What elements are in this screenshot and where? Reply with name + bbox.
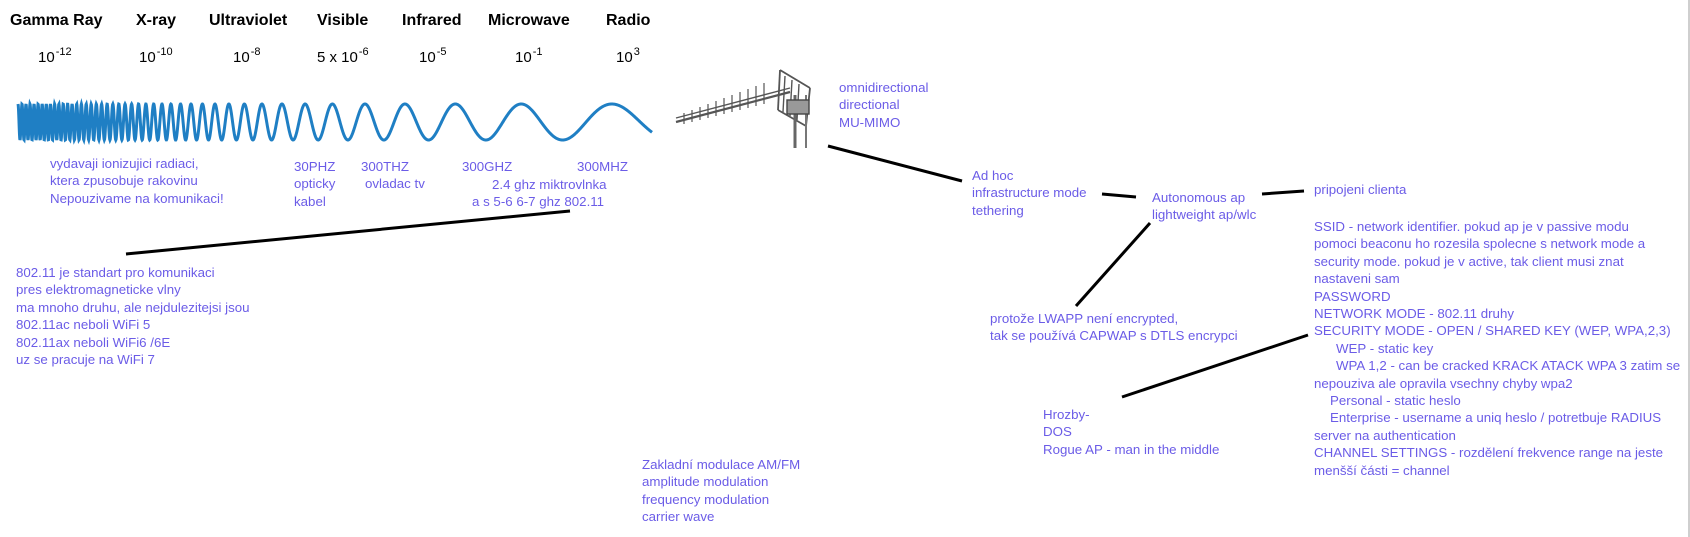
note-optical: 30PHZ opticky kabel: [294, 159, 336, 209]
note-antenna-types: omnidirectional directional MU-MIMO: [839, 80, 929, 130]
wavelength-infrared: 10-5: [419, 46, 447, 66]
band-x-ray: X-ray: [136, 12, 177, 29]
line-mhz-to-standard: [125, 209, 571, 256]
note-wifi-standard: 802.11 je standart pro komunikaci pres el…: [16, 265, 250, 368]
band-gamma-ray: Gamma Ray: [10, 12, 103, 29]
wavelength-uv: 10-8: [233, 46, 261, 66]
settings-line: nastaveni sam: [1314, 271, 1400, 287]
settings-line: SECURITY MODE - OPEN / SHARED KEY (WEP, …: [1314, 323, 1671, 339]
note-settings: SSID - network identifier. pokud ap je v…: [1314, 218, 1680, 479]
settings-line: PASSWORD: [1314, 288, 1391, 304]
settings-line: server na authentication: [1314, 427, 1456, 443]
settings-line: WEP - static key: [1336, 340, 1434, 356]
line-ap-to-client: [1261, 189, 1305, 196]
note-modulation: Zakladní modulace AM/FM amplitude modulat…: [642, 457, 801, 525]
band-infrared: Infrared: [402, 12, 462, 29]
band-visible: Visible: [317, 12, 369, 29]
wavelength-visible: 5 x 10-6: [317, 46, 369, 66]
settings-line: nepouziva ale opravila vsechny chyby wpa…: [1314, 375, 1573, 391]
settings-line: CHANNEL SETTINGS - rozdělení frekvence r…: [1314, 445, 1664, 461]
note-300mhz: 300MHZ: [577, 159, 628, 174]
line-modes-to-ap: [1101, 192, 1137, 199]
note-threats: Hrozby- DOS Rogue AP - man in the middle: [1043, 407, 1220, 457]
wavelength-microwave: 10-1: [515, 46, 543, 66]
settings-line: pomoci beaconu ho rozesila spolecne s ne…: [1314, 236, 1646, 252]
note-modes: Ad hoc infrastructure mode tethering: [972, 168, 1087, 218]
settings-line: Enterprise - username a uniq heslo / pot…: [1330, 410, 1662, 426]
settings-line: menšší části = channel: [1314, 462, 1450, 478]
note-300ghz: 300GHZ: [462, 159, 513, 174]
band-ultraviolet: Ultraviolet: [209, 12, 288, 29]
settings-line: security mode. pokud je v active, tak cl…: [1314, 253, 1624, 269]
connector-lines: [125, 144, 1309, 399]
note-ap-types: Autonomous ap lightweight ap/wlc: [1152, 190, 1257, 223]
wavelength-radio: 103: [616, 46, 640, 66]
em-wave: [16, 98, 653, 146]
line-settings-to-threats: [1121, 333, 1309, 399]
band-radio: Radio: [606, 12, 651, 29]
note-lwapp: protože LWAPP není encrypted, tak se použ…: [990, 311, 1238, 344]
wavelength-gamma: 10-12: [38, 46, 72, 66]
note-microwave-oven: 2.4 ghz miktrovlnka a s 5-6 6-7 ghz 802.1…: [472, 177, 607, 210]
settings-line: Personal - static heslo: [1330, 393, 1461, 409]
band-microwave: Microwave: [488, 12, 570, 29]
line-ap-to-lwapp: [1074, 222, 1152, 307]
antenna-icon: [675, 69, 811, 148]
note-ionizing: vydavaji ionizujici radiaci, ktera zpusob…: [50, 156, 224, 206]
settings-line: WPA 1,2 - can be cracked KRACK ATACK WPA…: [1336, 358, 1681, 374]
settings-line: SSID - network identifier. pokud ap je v…: [1314, 219, 1629, 234]
right-edge: [1688, 0, 1690, 537]
settings-line: NETWORK MODE - 802.11 druhy: [1314, 306, 1514, 322]
note-tv: 300THZ ovladac tv: [361, 159, 425, 192]
note-client: pripojeni clienta: [1314, 182, 1407, 197]
line-antenna-to-modes: [827, 144, 963, 183]
wavelength-xray: 10-10: [139, 46, 173, 66]
